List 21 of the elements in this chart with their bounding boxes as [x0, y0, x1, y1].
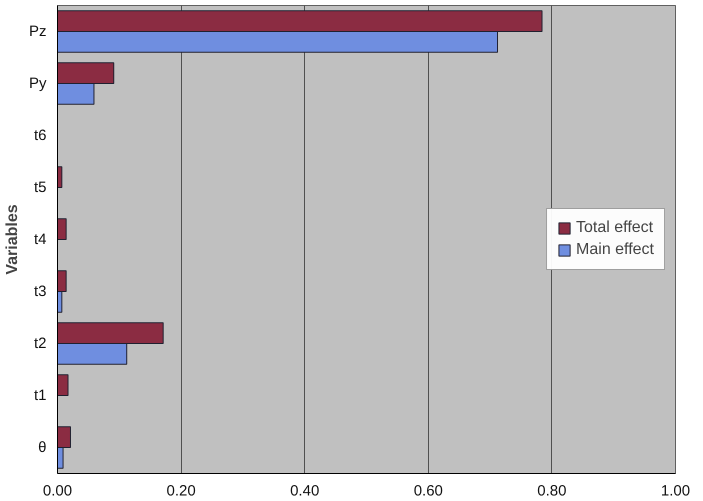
x-tick-label: 0.20	[166, 482, 196, 500]
legend-label: Total effect	[576, 219, 654, 237]
x-tick-label: 0.00	[42, 482, 72, 500]
x-tick-label: 1.00	[660, 482, 690, 500]
y-tick-label: t3	[34, 283, 47, 300]
y-tick-label: t4	[34, 231, 47, 248]
bar	[58, 166, 62, 188]
legend-label: Main effect	[576, 241, 654, 259]
y-tick-label: Py	[28, 75, 47, 92]
y-tick-label: Pz	[28, 23, 47, 40]
x-tick-label: 0.80	[537, 482, 567, 500]
y-tick-label: t5	[34, 179, 47, 196]
bar	[58, 374, 69, 396]
y-tick-label: t1	[34, 387, 47, 404]
bar	[58, 218, 67, 240]
y-tick-label: t6	[34, 127, 47, 144]
x-tick-label: 0.40	[290, 482, 320, 500]
y-axis-title: Variables	[4, 204, 21, 275]
y-tick-label: θ	[38, 439, 46, 456]
y-tick-label: t2	[34, 335, 47, 352]
x-tick-label: 0.60	[414, 482, 443, 500]
